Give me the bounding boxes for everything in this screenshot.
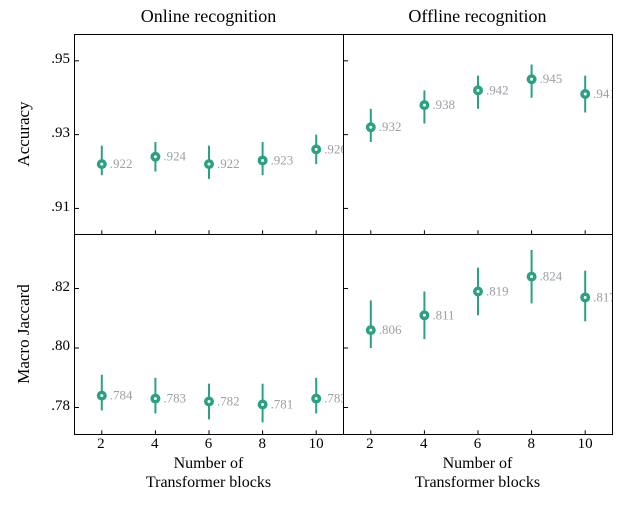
ytick-label: .93 bbox=[36, 125, 70, 142]
svg-text:.942: .942 bbox=[485, 82, 508, 97]
ytick-label: .95 bbox=[36, 51, 70, 68]
ytick-label: .82 bbox=[36, 279, 70, 296]
xtick-label: 8 bbox=[250, 436, 274, 453]
svg-text:.817: .817 bbox=[593, 289, 612, 304]
panel-online-accuracy: .922 .924 .922 .923 .926 bbox=[74, 34, 344, 235]
ytick-label: .78 bbox=[36, 398, 70, 415]
svg-text:.811: .811 bbox=[432, 307, 454, 322]
xlabel-left: Number ofTransformer blocks bbox=[74, 454, 343, 492]
xtick-label: 6 bbox=[466, 436, 490, 453]
ytick-label: .91 bbox=[36, 199, 70, 216]
panel-grid: .922 .924 .922 .923 .926 .932 .938 .942 .945 .94… bbox=[74, 34, 612, 434]
panel-offline-jaccard: .806 .811 .819 .824 .817 bbox=[343, 234, 613, 435]
xtick-label: 10 bbox=[304, 436, 328, 453]
svg-text:.819: .819 bbox=[485, 283, 508, 298]
ytick-label: .80 bbox=[36, 338, 70, 355]
svg-text:.926: .926 bbox=[324, 141, 343, 156]
ylabel-jaccard: Macro Jaccard bbox=[14, 274, 34, 394]
svg-text:.938: .938 bbox=[432, 97, 455, 112]
xlabel-right: Number ofTransformer blocks bbox=[343, 454, 612, 492]
xtick-label: 4 bbox=[412, 436, 436, 453]
xtick-label: 8 bbox=[519, 436, 543, 453]
svg-text:.782: .782 bbox=[216, 393, 239, 408]
figure: Online recognition Offline recognition A… bbox=[0, 0, 640, 507]
svg-text:.922: .922 bbox=[216, 156, 239, 171]
svg-text:.781: .781 bbox=[270, 396, 293, 411]
svg-text:.783: .783 bbox=[324, 390, 343, 405]
xtick-label: 6 bbox=[197, 436, 221, 453]
svg-text:.783: .783 bbox=[163, 390, 186, 405]
svg-text:.806: .806 bbox=[378, 322, 401, 337]
svg-text:.824: .824 bbox=[539, 268, 562, 283]
xtick-label: 2 bbox=[89, 436, 113, 453]
panel-offline-accuracy: .932 .938 .942 .945 .941 bbox=[343, 34, 613, 235]
xtick-label: 10 bbox=[573, 436, 597, 453]
xtick-label: 2 bbox=[358, 436, 382, 453]
svg-text:.784: .784 bbox=[109, 387, 132, 402]
svg-text:.932: .932 bbox=[378, 119, 401, 134]
svg-text:.945: .945 bbox=[539, 71, 562, 86]
svg-text:.923: .923 bbox=[270, 152, 293, 167]
xtick-label: 4 bbox=[143, 436, 167, 453]
svg-text:.924: .924 bbox=[163, 148, 186, 163]
col-title-offline: Offline recognition bbox=[343, 6, 612, 27]
panel-online-jaccard: .784 .783 .782 .781 .783 bbox=[74, 234, 344, 435]
svg-text:.922: .922 bbox=[109, 156, 132, 171]
column-titles: Online recognition Offline recognition bbox=[74, 6, 612, 27]
svg-text:.941: .941 bbox=[593, 86, 612, 101]
col-title-online: Online recognition bbox=[74, 6, 343, 27]
ylabel-accuracy: Accuracy bbox=[14, 94, 34, 174]
